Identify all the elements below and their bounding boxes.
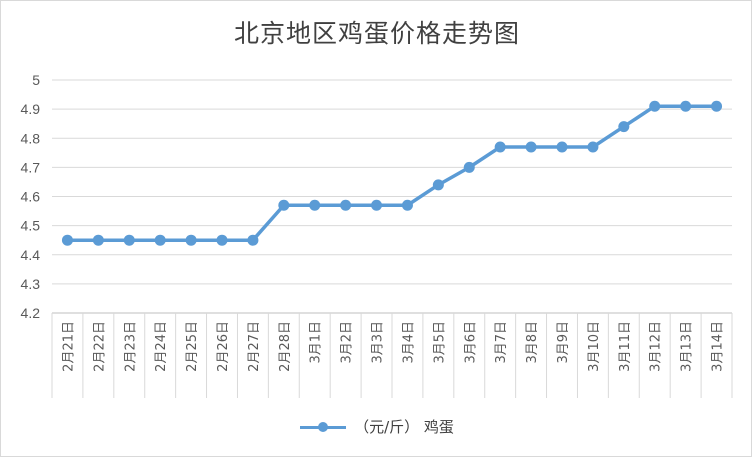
- x-tick-label: 2月21日: [61, 321, 76, 372]
- data-point: [371, 199, 383, 211]
- data-point: [92, 234, 104, 246]
- x-tick-label: 2月22日: [92, 321, 107, 372]
- x-tick-label: 3月7日: [494, 321, 509, 364]
- x-tick-label: 2月24日: [154, 321, 169, 372]
- series-line: [67, 104, 717, 242]
- x-tick-label: 3月11日: [618, 321, 633, 372]
- data-point: [711, 100, 723, 112]
- x-tick-label: 2月28日: [278, 321, 293, 372]
- x-tick-label: 3月2日: [340, 321, 355, 364]
- x-tick-label: 2月26日: [216, 321, 231, 372]
- x-tick-label: 2月27日: [247, 321, 262, 372]
- data-point: [278, 199, 290, 211]
- x-tick-label: 3月1日: [309, 321, 324, 364]
- y-tick-label: 4.8: [21, 130, 41, 146]
- data-point: [401, 199, 413, 211]
- y-tick-label: 4.3: [21, 276, 41, 292]
- data-point: [61, 234, 73, 246]
- data-point: [587, 141, 599, 153]
- data-point: [185, 234, 197, 246]
- legend-label: （元/斤） 鸡蛋: [354, 418, 454, 436]
- y-tick-label: 4.4: [21, 247, 41, 263]
- x-tick-label: 3月9日: [556, 321, 571, 364]
- x-tick-label: 3月3日: [371, 321, 386, 364]
- data-point: [680, 100, 692, 112]
- x-tick-label: 2月25日: [185, 321, 200, 372]
- data-point: [525, 141, 537, 153]
- x-tick-label: 3月12日: [649, 321, 664, 372]
- y-tick-label: 4.9: [21, 101, 41, 117]
- chart-title: 北京地区鸡蛋价格走势图: [233, 19, 520, 48]
- x-tick-label: 3月8日: [525, 321, 540, 364]
- data-point: [494, 141, 506, 153]
- x-axis: [51, 312, 733, 398]
- x-tick-label: 3月5日: [432, 321, 447, 364]
- y-tick-label: 4.5: [21, 218, 41, 234]
- series-group: [61, 100, 723, 246]
- data-point: [556, 141, 568, 153]
- legend: （元/斤） 鸡蛋: [0, 416, 754, 437]
- x-tick-label: 3月6日: [463, 321, 478, 364]
- y-tick-label: 5: [32, 72, 40, 88]
- x-tick-label: 3月10日: [587, 321, 602, 372]
- data-point: [216, 234, 228, 246]
- legend-marker-icon: [300, 421, 347, 432]
- x-tick-labels: 2月21日 2月22日 2月23日 2月24日 2月25日 2月26日 2月27日 2月28日…: [61, 321, 725, 372]
- data-point: [247, 234, 259, 246]
- data-point: [340, 199, 352, 211]
- data-point: [154, 234, 166, 246]
- data-point: [432, 179, 444, 191]
- y-tick-label: 4.2: [21, 305, 41, 321]
- x-tick-label: 3月4日: [401, 321, 416, 364]
- x-tick-label: 3月14日: [711, 321, 726, 372]
- y-tick-label: 4.7: [21, 159, 41, 175]
- data-point: [463, 161, 475, 173]
- data-point: [649, 100, 661, 112]
- data-point: [123, 234, 135, 246]
- x-tick-label: 2月23日: [123, 321, 138, 372]
- x-tick-label: 3月13日: [680, 321, 695, 372]
- y-tick-label: 4.6: [21, 189, 41, 205]
- data-point: [618, 121, 630, 133]
- grid-lines: [52, 79, 732, 285]
- y-tick-labels: 4.2 4.3 4.4 4.5 4.6 4.7 4.8 4.9 5: [21, 72, 41, 321]
- data-point: [309, 199, 321, 211]
